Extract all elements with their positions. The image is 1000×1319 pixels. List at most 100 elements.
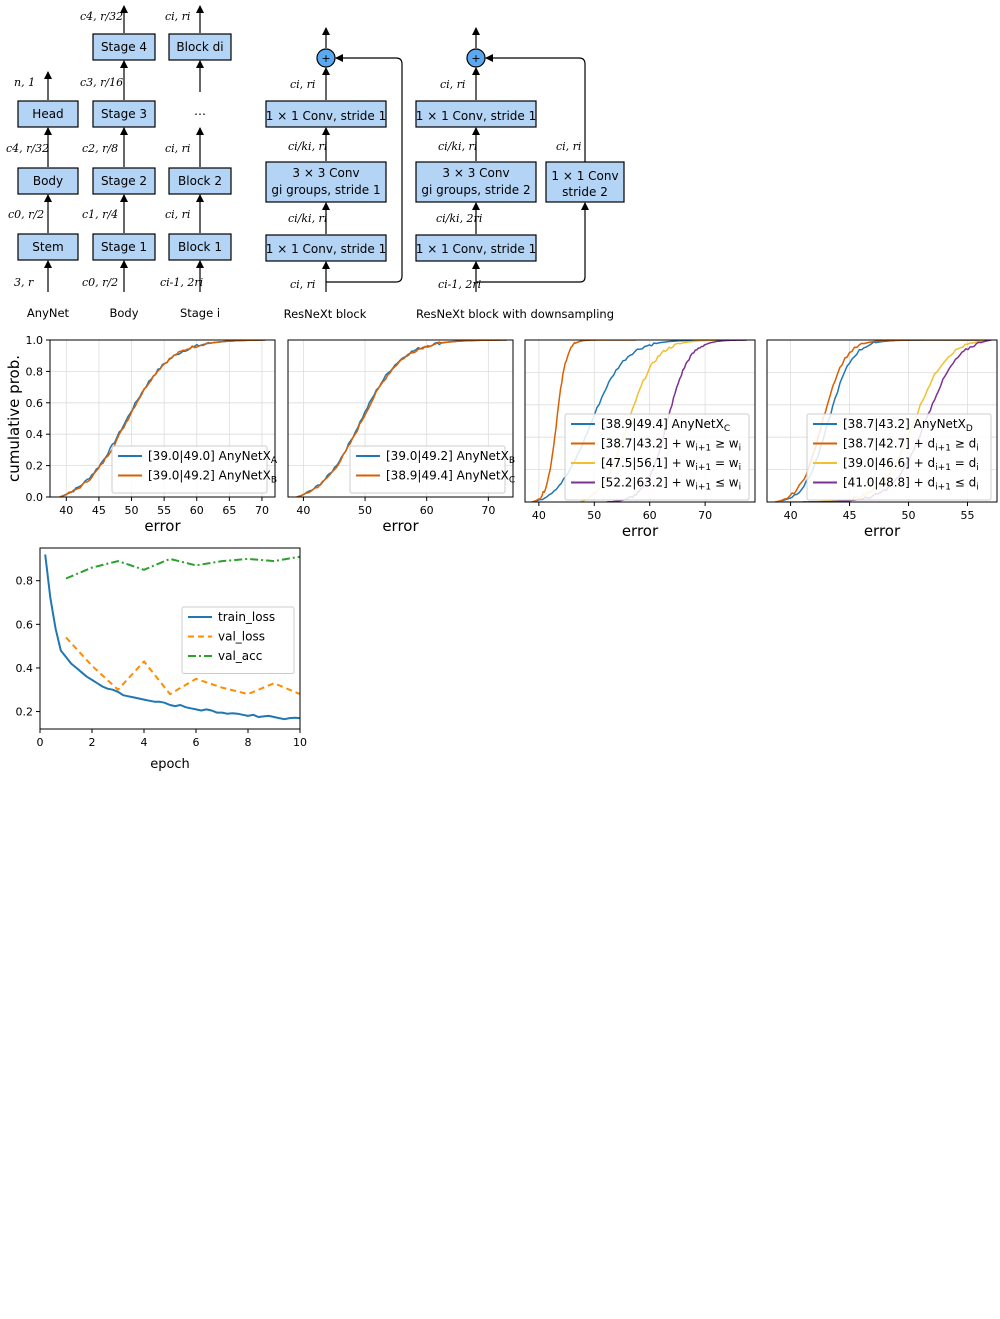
y-tick-label: 0.4 xyxy=(26,428,44,441)
x-tick-label: 55 xyxy=(961,509,975,522)
legend: [38.9|49.4] AnyNetXC [38.7|43.2] + wi+1 ≥… xyxy=(564,413,750,501)
body-block xyxy=(17,167,79,195)
resnext-conv1x1-bottom-label: 1 × 1 Conv, stride 1 xyxy=(266,242,387,256)
x-tick-label: 0 xyxy=(37,736,44,749)
x-tick-label: 45 xyxy=(92,504,106,517)
y-tick-label: 0.8 xyxy=(26,365,44,378)
legend-label: [38.7|43.2] AnyNetXD xyxy=(843,417,973,434)
stem-block xyxy=(17,233,79,261)
legend: train_loss val_loss val_acc xyxy=(181,606,295,674)
series-group xyxy=(296,340,507,497)
x-tick-label: 60 xyxy=(190,504,204,517)
head-block-label: Head xyxy=(32,107,63,121)
resnext-down-caption: ResNeXt block with downsampling xyxy=(416,307,614,321)
x-tick-label: 50 xyxy=(358,504,372,517)
y-tick-label: 1.0 xyxy=(26,334,44,347)
stage-4-block xyxy=(92,33,156,61)
stage-dim-4: ci-1, 2ri xyxy=(160,276,203,289)
legend-label: [47.5|56.1] + wi+1 = wi xyxy=(601,456,741,473)
x-tick-label: 40 xyxy=(59,504,73,517)
body-dim-5: c0, r/2 xyxy=(82,276,118,289)
legend-box xyxy=(564,413,750,501)
resnext-down-conv1x1-bottom xyxy=(415,234,537,262)
body-dim-4: c1, r/4 xyxy=(82,208,118,221)
y-axis-label: cumulative prob. xyxy=(5,355,23,482)
series-group xyxy=(44,554,300,721)
resnext-down-conv1x1-top-label: 1 × 1 Conv, stride 1 xyxy=(416,109,537,123)
resnext-add-symbol: + xyxy=(321,52,330,65)
x-tick-label: 40 xyxy=(296,504,310,517)
x-tick-label: 6 xyxy=(193,736,200,749)
legend-label: [38.7|43.2] + wi+1 ≥ wi xyxy=(601,437,741,454)
resnext-down-conv3x3-groups: gi groups, stride 2 xyxy=(421,183,530,197)
x-tick-label: 55 xyxy=(157,504,171,517)
legend: [39.0|49.0] AnyNetXA [39.0|49.2] AnyNetXB xyxy=(111,445,278,494)
stem-block-label: Stem xyxy=(32,240,63,254)
x-tick-label: 8 xyxy=(245,736,252,749)
legend-label: [39.0|49.0] AnyNetXA xyxy=(148,449,278,466)
anynet-dim-stem-out: c0, r/2 xyxy=(8,208,44,221)
series-line-2 xyxy=(296,340,507,497)
x-axis-label: error xyxy=(622,522,659,540)
chart-5: 0 2 4 6 8 10 0.2 0.4 0.6 0.8 epoch train_loss val_lo… xyxy=(16,547,307,772)
resnext-down-diagram: + 1 × 1 Conv, stride 1 3 × 3 Conv gi gro… xyxy=(415,27,625,321)
stage-ellipsis: ⋯ xyxy=(194,107,206,121)
x-axis-label: error xyxy=(864,522,901,540)
resnext-conv3x3-groups: gi groups, stride 1 xyxy=(271,183,380,197)
y-tick-label: 0.2 xyxy=(26,460,44,473)
block-di-label: Block di xyxy=(176,40,223,54)
legend-label: [39.0|46.6] + di+1 = di xyxy=(843,456,979,473)
legend-label: [39.0|49.2] AnyNetXB xyxy=(386,449,515,466)
legend-label: [38.7|42.7] + di+1 ≥ di xyxy=(843,437,979,454)
legend-label: [39.0|49.2] AnyNetXB xyxy=(148,469,277,486)
resnext-caption: ResNeXt block xyxy=(284,307,367,321)
x-tick-label: 50 xyxy=(587,509,601,522)
resnext-dim-1: ci, ri xyxy=(290,78,315,91)
resnext-down-dim-2: ci/ki, ri xyxy=(438,140,477,153)
x-axis-label: error xyxy=(144,517,181,535)
resnext-conv3x3-label: 3 × 3 Conv xyxy=(292,166,359,180)
x-tick-label: 2 xyxy=(89,736,96,749)
legend-label: [41.0|48.8] + di+1 ≤ di xyxy=(843,476,979,493)
anynet-dim-body-out: c4, r/32 xyxy=(6,142,49,155)
body-caption: Body xyxy=(109,306,138,320)
body-dim-2: c3, r/16 xyxy=(80,76,123,89)
resnext-down-conv1x1-bottom-label: 1 × 1 Conv, stride 1 xyxy=(416,242,537,256)
x-tick-label: 70 xyxy=(481,504,495,517)
body-dim-1: c4, r/32 xyxy=(80,10,123,23)
stage-4-label: Stage 4 xyxy=(101,40,147,54)
stage-dim-2: ci, ri xyxy=(165,142,190,155)
resnext-down-conv1x1-top xyxy=(415,100,537,128)
x-tick-label: 45 xyxy=(843,509,857,522)
anynet-caption: AnyNet xyxy=(27,306,70,320)
chart-3: 40 50 60 70 error [38.9|49.4] AnyNetXC [38.7|4… xyxy=(524,339,756,540)
x-axis-label: error xyxy=(382,517,419,535)
plot-frame xyxy=(39,547,301,730)
resnext-down-dim-1: ci, ri xyxy=(440,78,465,91)
resnext-down-dim-5: ci, ri xyxy=(556,140,581,153)
resnext-down-shortcut-in xyxy=(476,202,589,283)
series-line-3 xyxy=(65,555,300,580)
x-tick-label: 60 xyxy=(643,509,657,522)
chart-2: 40 50 60 70 error [39.0|49.2] AnyNetXB [38.9|4… xyxy=(287,339,515,535)
body-diagram: Stage 4 Stage 3 Stage 2 Stage 1 c4, r/32… xyxy=(80,5,156,320)
x-tick-label: 50 xyxy=(902,509,916,522)
legend-label: [38.9|49.4] AnyNetXC xyxy=(386,469,515,486)
series-line-1 xyxy=(44,554,300,721)
y-tick-label: 0.4 xyxy=(16,662,34,675)
stage-1-block xyxy=(92,233,156,261)
x-tick-label: 70 xyxy=(255,504,269,517)
x-axis-label: epoch xyxy=(150,757,190,772)
x-tick-label: 70 xyxy=(698,509,712,522)
block-2 xyxy=(168,167,232,195)
legend-label: train_loss xyxy=(218,610,275,624)
x-tick-label: 65 xyxy=(222,504,236,517)
chart-1: 40 45 50 55 60 65 70 0.0 0.2 0.4 0.6 0.8 1.0 error cum… xyxy=(5,334,278,535)
series-line-2 xyxy=(59,340,266,497)
x-tick-label: 10 xyxy=(293,736,307,749)
stage-caption: Stage i xyxy=(180,306,220,320)
legend-label: val_acc xyxy=(218,649,262,663)
resnext-skip-connection xyxy=(326,54,403,283)
resnext-down-conv3x3 xyxy=(415,161,537,203)
resnext-conv1x1-bottom xyxy=(265,234,387,262)
